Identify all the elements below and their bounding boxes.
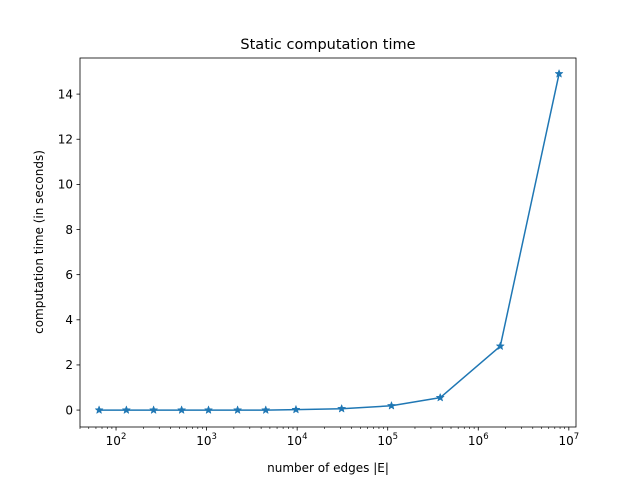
chart-title: Static computation time (240, 37, 415, 53)
x-axis-ticks: 102 103 104 105 106 107 (79, 427, 579, 448)
plot-area (79, 57, 577, 428)
x-tick-label: 102 (106, 432, 127, 448)
data-point (94, 405, 104, 415)
data-point (148, 405, 159, 415)
y-axis-ticks: 0 2 4 6 8 10 12 14 (58, 87, 80, 417)
x-tick-label: 104 (287, 432, 308, 448)
data-point (554, 68, 564, 78)
data-point (495, 341, 505, 351)
data-point (261, 405, 271, 415)
y-tick-label: 8 (65, 223, 73, 237)
data-point (291, 404, 301, 414)
data-point (176, 405, 187, 415)
y-tick-label: 0 (65, 403, 73, 417)
series-line (99, 73, 560, 411)
data-point (121, 405, 132, 415)
y-tick-label: 6 (65, 268, 73, 282)
data-point (435, 392, 445, 402)
y-axis-label: computation time (in seconds) (32, 150, 46, 334)
y-tick-label: 10 (58, 178, 73, 192)
y-tick-label: 14 (58, 87, 73, 101)
data-point (386, 400, 397, 410)
data-point (232, 405, 243, 415)
x-tick-label: 105 (377, 432, 398, 448)
data-point (203, 405, 214, 415)
y-tick-label: 2 (65, 358, 73, 372)
x-tick-label: 103 (196, 432, 217, 448)
y-tick-label: 12 (58, 133, 73, 147)
x-tick-label: 106 (468, 432, 489, 448)
data-point (337, 403, 347, 413)
x-axis-label: number of edges |E| (267, 461, 389, 475)
x-tick-label: 107 (558, 432, 579, 448)
y-tick-label: 4 (65, 313, 73, 327)
series-layer (94, 68, 564, 415)
